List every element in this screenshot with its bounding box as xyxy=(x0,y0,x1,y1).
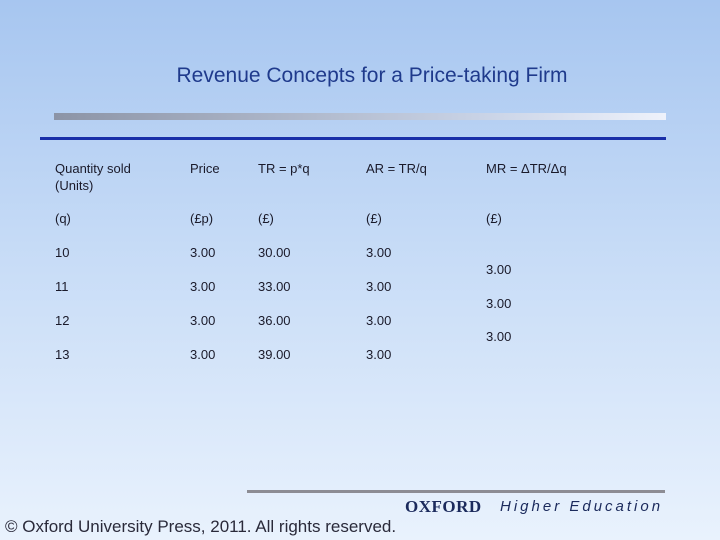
copyright: © Oxford University Press, 2011. All rig… xyxy=(5,517,397,536)
mr-cell: 3.00 xyxy=(486,262,512,277)
unit-cell: (q) xyxy=(55,211,71,226)
cell: 33.00 xyxy=(258,279,291,294)
cell: 10 xyxy=(55,245,70,260)
mr-cell: 3.00 xyxy=(486,329,512,344)
slide-title: Revenue Concepts for a Price-taking Firm xyxy=(176,64,568,87)
cell: 12 xyxy=(55,313,70,328)
cell: 3.00 xyxy=(190,347,216,362)
title-bar xyxy=(54,113,666,120)
cell: 13 xyxy=(55,347,70,362)
unit-cell: (£) xyxy=(486,211,502,226)
cell: 3.00 xyxy=(366,245,392,260)
header-cell: Price xyxy=(190,161,220,176)
mr-cell: 3.00 xyxy=(486,295,512,311)
header-cell: MR = ΔTR/Δq xyxy=(486,161,567,176)
cell: 3.00 xyxy=(366,313,392,328)
rule xyxy=(40,137,666,140)
imprint: Higher Education xyxy=(500,498,664,515)
cell: 11 xyxy=(55,279,69,294)
header-cell: Quantity sold xyxy=(55,161,131,176)
cell: 3.00 xyxy=(366,279,392,294)
cell: 30.00 xyxy=(258,245,291,260)
unit-cell: (£) xyxy=(366,211,382,226)
cell: 36.00 xyxy=(258,313,291,328)
unit-cell: (£p) xyxy=(190,211,214,226)
header-cell: TR = p*q xyxy=(258,161,310,176)
header-cell: (Units) xyxy=(55,178,94,193)
cell: 3.00 xyxy=(190,279,216,294)
cell: 39.00 xyxy=(258,347,291,362)
cell: 3.00 xyxy=(366,347,392,362)
footer-rule xyxy=(247,490,665,493)
cell: 3.00 xyxy=(190,313,216,328)
cell: 3.00 xyxy=(190,245,216,260)
unit-cell: (£) xyxy=(258,211,274,226)
publisher: OXFORD xyxy=(405,497,482,516)
header-cell: AR = TR/q xyxy=(366,161,427,176)
